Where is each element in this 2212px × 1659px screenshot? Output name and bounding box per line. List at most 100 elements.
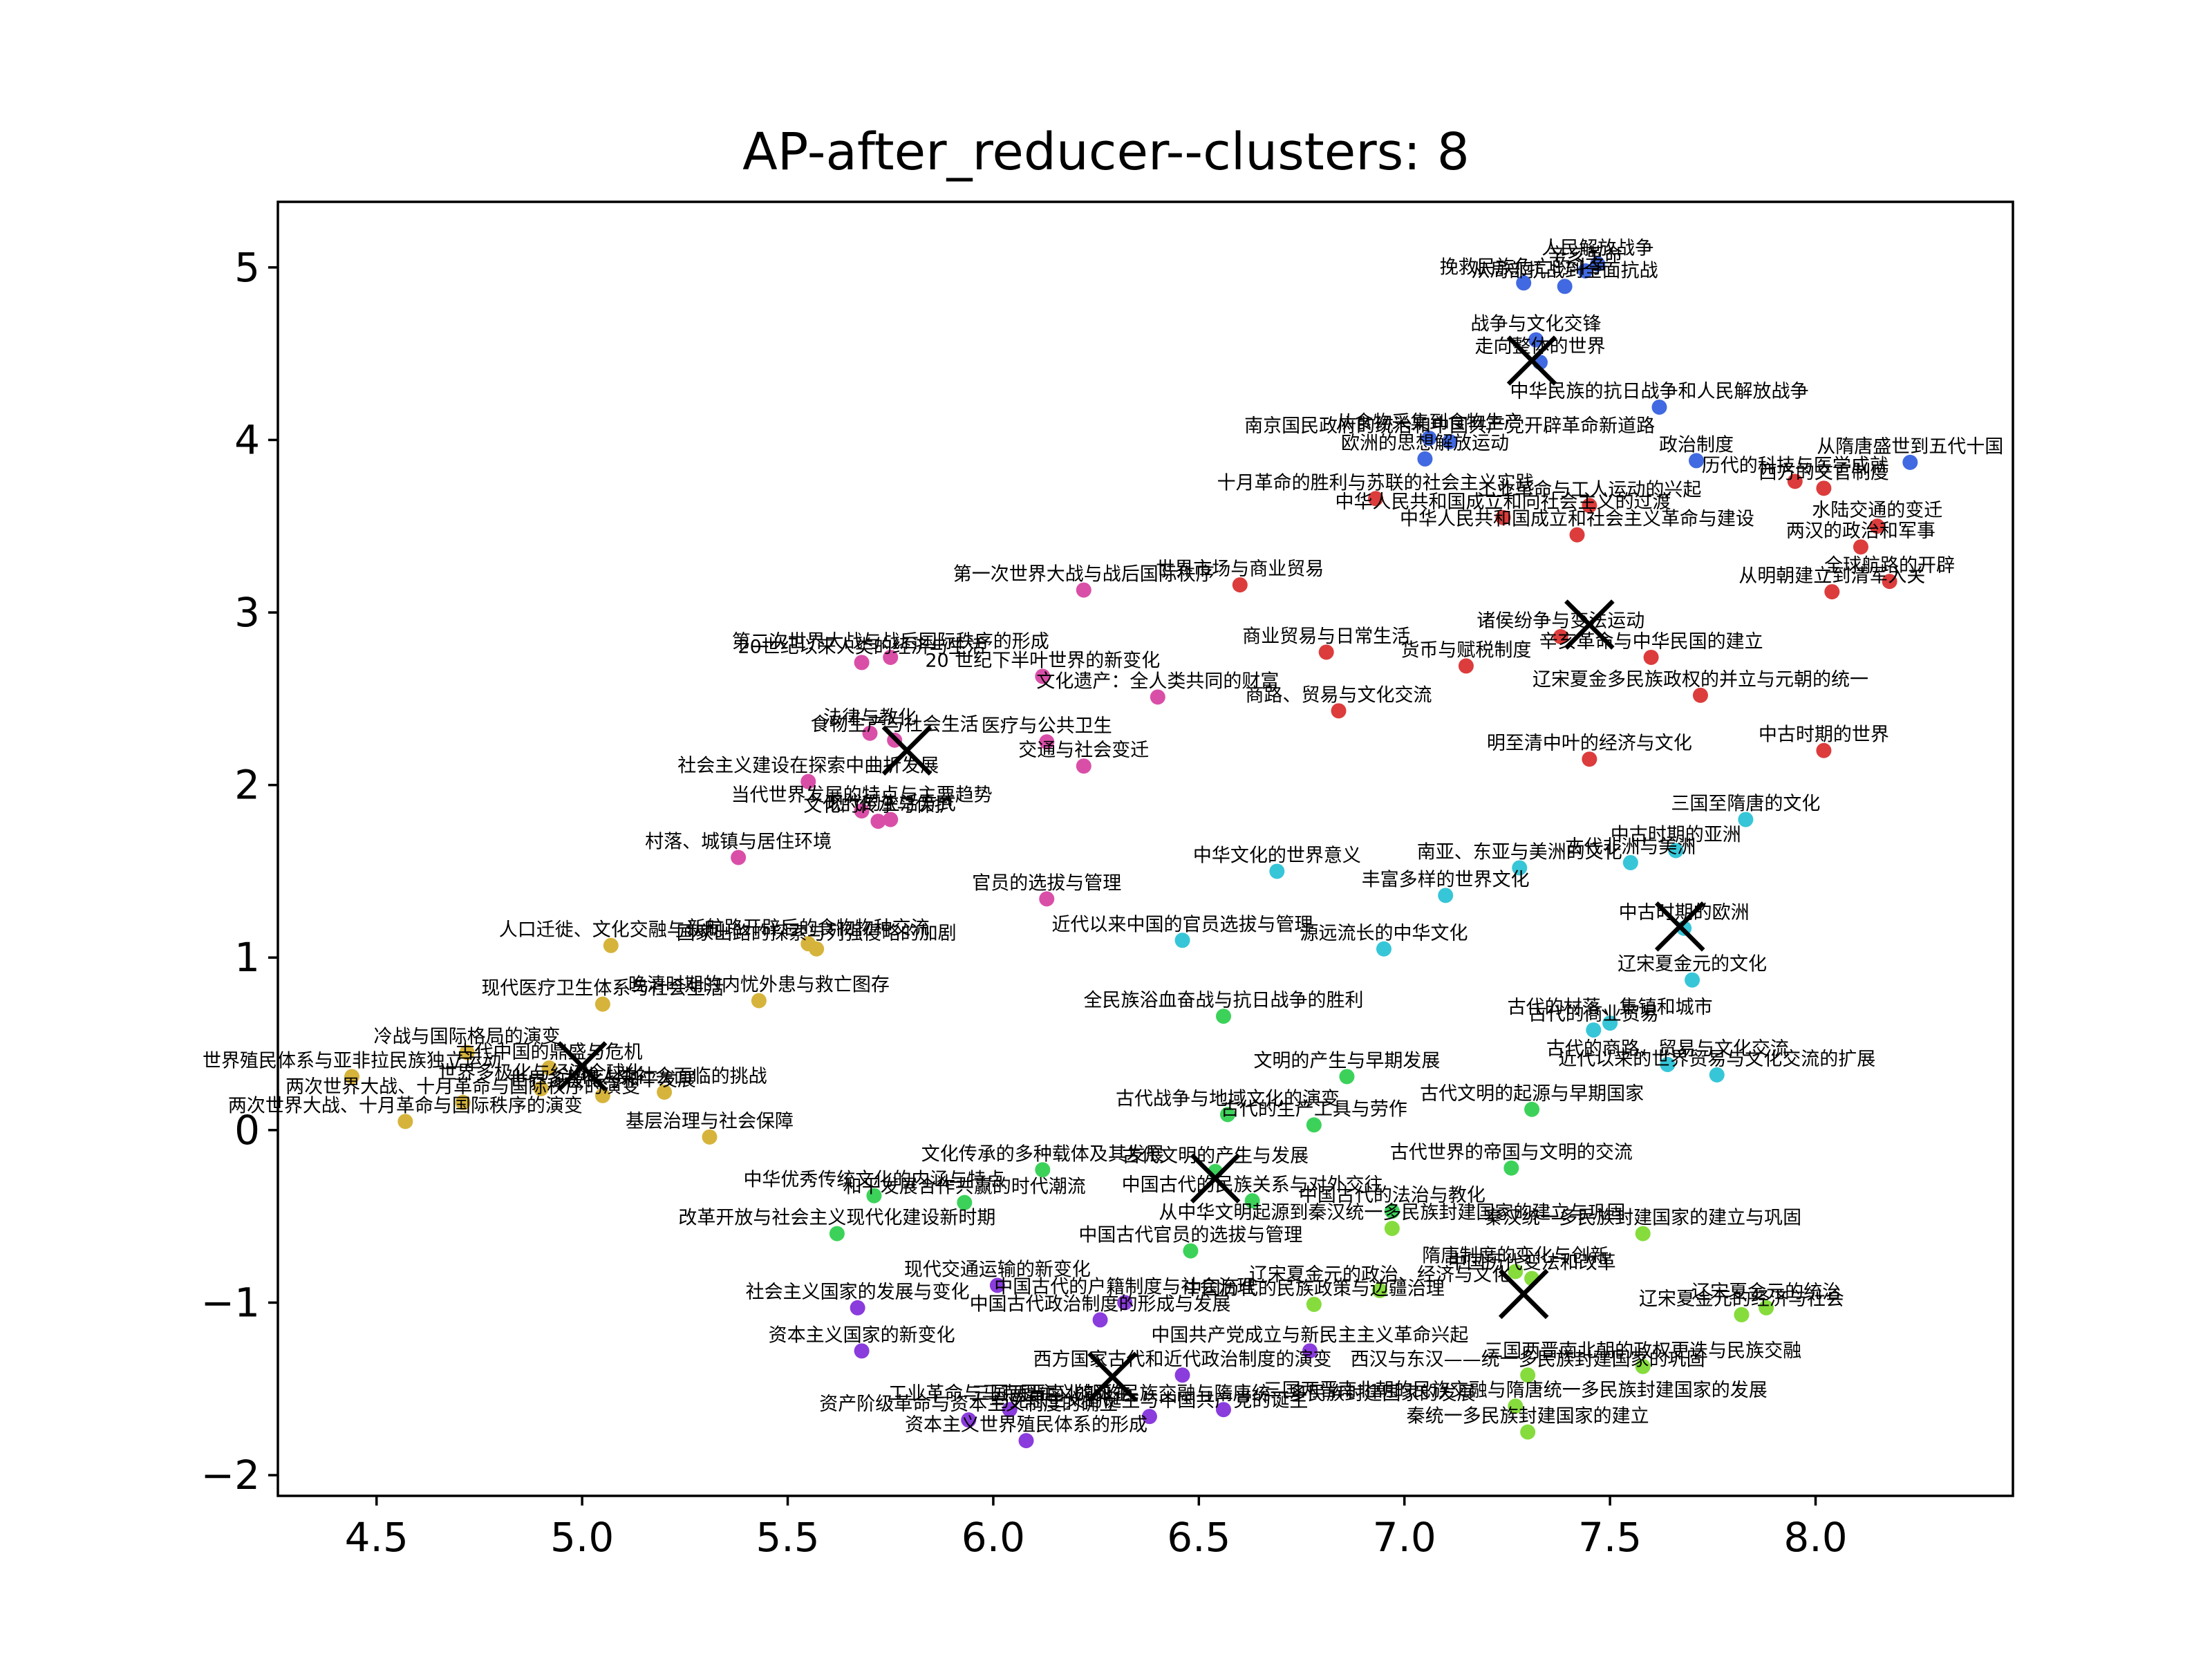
data-point xyxy=(1651,400,1667,415)
data-point xyxy=(541,1060,557,1076)
points-layer xyxy=(344,256,1918,1449)
point-label: 和平发展合作共赢的时代潮流 xyxy=(843,1177,1086,1198)
data-point xyxy=(1331,703,1347,719)
point-label: 第一次世界大战与战后国际秩序 xyxy=(953,564,1215,585)
point-label: 马克思主义的诞生与中国共产党的诞生 xyxy=(991,1390,1308,1412)
data-point xyxy=(1582,751,1597,767)
point-label: 商业贸易与日常生活 xyxy=(1242,626,1410,647)
point-label: 古代的商路、贸易与文化交流 xyxy=(1546,1038,1789,1060)
point-label: 两次世界大战、十月革命与国际秩序的演变 xyxy=(285,1076,640,1098)
cluster-center-marker xyxy=(1190,1153,1241,1204)
point-label: 辽宋夏金多民族政权的并立与元朝的统一 xyxy=(1533,669,1868,691)
data-point xyxy=(1582,498,1597,514)
data-point xyxy=(702,1129,718,1145)
cluster-center-marker xyxy=(556,1041,608,1091)
point-label: 20世纪以来人类的经济与生活 xyxy=(738,636,985,657)
point-label: 中华人民共和国成立和社会主义革命与建设 xyxy=(1400,509,1754,530)
data-point xyxy=(1495,509,1511,525)
data-point xyxy=(455,1094,471,1110)
point-label: 社会主义国家的发展与变化 xyxy=(746,1282,970,1303)
point-label: 古代文明的起源与早期国家 xyxy=(1420,1083,1644,1105)
point-label: 改革开放与社会主义现代化建设新时期 xyxy=(678,1208,995,1229)
y-tick-label: 3 xyxy=(234,589,260,636)
point-label: 中国共产党成立与新民主主义革命兴起 xyxy=(1151,1324,1468,1346)
point-label: 辽宋夏金元的经济与社会 xyxy=(1639,1288,1844,1310)
data-point xyxy=(459,1044,475,1060)
point-labels-layer: 辛亥革命人民解放战争挽救民族危亡的斗争从局部抗战到全面抗战战争与文化交锋走向整体… xyxy=(203,238,2003,1436)
data-point xyxy=(1524,1101,1540,1117)
point-label: 世界多极化与经济全球化 xyxy=(438,1062,644,1084)
point-label: 医疗与公共卫生 xyxy=(982,715,1112,737)
data-point xyxy=(1553,628,1568,644)
data-point xyxy=(1528,332,1544,348)
data-point xyxy=(1002,1402,1018,1418)
point-label: 中国历代的民族政策与边疆治理 xyxy=(1183,1278,1445,1300)
data-point xyxy=(1512,860,1528,876)
data-point xyxy=(883,812,899,827)
point-label: 秦汉统一多民族封建国家的建立与巩固 xyxy=(1484,1208,1801,1229)
axes-frame xyxy=(276,200,2014,1497)
data-point xyxy=(1442,433,1458,449)
point-label: 交通与社会变迁 xyxy=(1018,740,1149,761)
data-point xyxy=(1035,1162,1051,1178)
data-point xyxy=(1306,1296,1322,1312)
y-tick-label: −2 xyxy=(201,1452,261,1499)
data-point xyxy=(1458,658,1474,674)
point-label: 当代人类社会面临的挑战 xyxy=(562,1066,767,1087)
point-label: 西方的文官制度 xyxy=(1759,462,1889,483)
point-label: 古代战争与地域文化的演变 xyxy=(1116,1088,1340,1109)
point-label: 晚清时期的内忧外患与救亡图存 xyxy=(628,975,890,996)
data-point xyxy=(603,937,619,953)
point-label: 商路、贸易与文化交流 xyxy=(1246,684,1432,706)
point-label: 南亚、东亚与美洲的文化 xyxy=(1417,841,1622,863)
data-point xyxy=(1643,649,1659,665)
data-point xyxy=(1076,758,1091,774)
point-label: 两次世界大战、十月革命与国际秩序的演变 xyxy=(228,1095,583,1116)
point-label: 全球航路的开辟 xyxy=(1824,555,1955,577)
point-label: 社会主义建设在探索中曲折发展 xyxy=(677,756,939,777)
data-point xyxy=(1018,1433,1034,1449)
point-label: 文化的传承与保护 xyxy=(803,795,953,816)
point-label: 古代文明的产生与发展 xyxy=(1122,1145,1309,1167)
data-point xyxy=(1902,454,1918,470)
point-label: 中国历代变法和改革 xyxy=(1448,1253,1616,1274)
point-label: 第二次世界大战与战后国际秩序的形成 xyxy=(732,631,1049,653)
y-tick-label: 5 xyxy=(234,244,260,291)
data-point xyxy=(1577,263,1593,279)
y-tick-label: 2 xyxy=(234,762,260,809)
point-label: 战争与文化交锋 xyxy=(1471,314,1602,335)
point-label: 从食物采集到食物生产 xyxy=(1335,412,1522,433)
point-label: 中华人民共和国成立和向社会主义的过渡 xyxy=(1335,491,1671,513)
point-label: 食物生产与社会生活 xyxy=(811,714,979,735)
point-label: 文化遗产：全人类共同的财富 xyxy=(1036,671,1279,692)
data-point xyxy=(1557,279,1573,294)
x-axis: 4.5 5.0 5.5 6.0 6.5 7.0 7.5 8.0 xyxy=(345,1496,1848,1561)
cluster-center-marker xyxy=(881,725,932,776)
point-label: 中华优秀传统文化的内涵与特点 xyxy=(743,1170,1004,1191)
data-point xyxy=(854,1343,870,1359)
point-label: 从局部抗战到全面抗战 xyxy=(1472,260,1658,281)
data-point xyxy=(1520,1367,1536,1383)
x-tick-label: 8.0 xyxy=(1783,1514,1847,1561)
point-label: 货币与赋税制度 xyxy=(1400,639,1531,661)
data-point xyxy=(731,850,747,865)
data-point xyxy=(1302,1343,1318,1359)
chart-title: AP-after_reducer--clusters: 8 xyxy=(742,122,1470,182)
point-label: 古代的生产工具与劳作 xyxy=(1221,1098,1407,1120)
point-label: 两汉的政治和军事 xyxy=(1786,521,1936,542)
data-point xyxy=(1590,256,1606,272)
point-label: 从隋唐盛世到五代十国 xyxy=(1817,436,2003,458)
data-point xyxy=(1174,932,1190,948)
point-label: 中国古代的户籍制度与社会治理 xyxy=(994,1276,1255,1297)
data-point xyxy=(1216,1402,1232,1418)
point-label: 冷战与国际格局的演变 xyxy=(374,1027,561,1048)
data-point xyxy=(1668,843,1684,859)
point-label: 中华民族的抗日战争和人民解放战争 xyxy=(1510,381,1808,402)
point-label: 现代交通运输的新变化 xyxy=(904,1259,1091,1280)
point-label: 现代的生活方式 xyxy=(825,794,956,815)
point-label: 诸侯纷争与变法运动 xyxy=(1477,610,1644,632)
point-label: 中华文化的世界意义 xyxy=(1193,845,1361,866)
point-label: 新航路开辟后的食物物种交流 xyxy=(687,917,930,939)
point-label: 村落、城镇与居住环境 xyxy=(645,831,832,852)
